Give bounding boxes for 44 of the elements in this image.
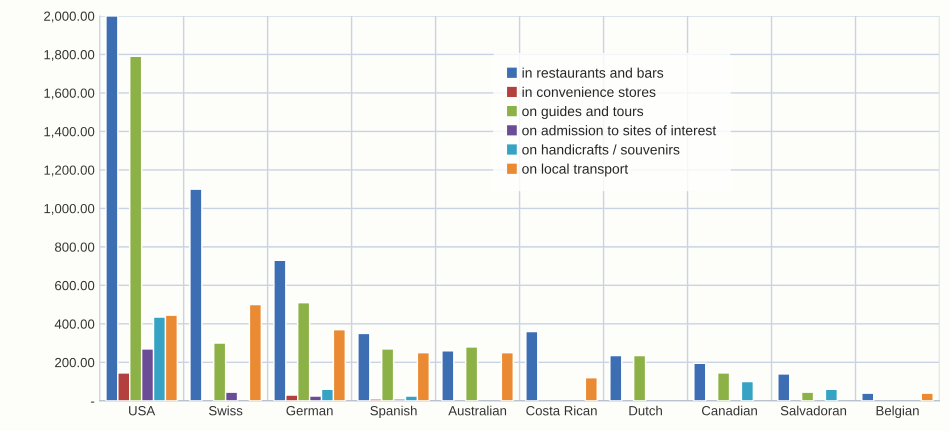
- y-tick-label: 1,200.00: [44, 165, 94, 176]
- y-tick-label: 600.00: [55, 280, 94, 290]
- legend-label: on guides and tours: [522, 106, 644, 119]
- y-tick-label: 1,600.00: [44, 88, 94, 100]
- y-tick-label: 800.00: [55, 242, 94, 252]
- y-tick-label: 1,800.00: [44, 50, 94, 61]
- y-tick-label: 1,400.00: [44, 126, 94, 138]
- legend-label: in convenience stores: [522, 86, 656, 97]
- bar: [920, 392, 934, 401]
- bar: [716, 372, 730, 401]
- x-tick-label: Dutch: [629, 406, 662, 416]
- bar: [609, 354, 622, 401]
- x-tick-label: Australian: [448, 406, 506, 416]
- x-tick-label: USA: [129, 406, 156, 416]
- bar: [824, 388, 838, 401]
- bar: [777, 373, 790, 401]
- y-tick-label: 1,000.00: [44, 204, 94, 215]
- bar: [800, 391, 814, 401]
- legend-label: on local transport: [522, 164, 628, 177]
- y-tick-label: -: [90, 402, 94, 403]
- bar: [693, 362, 706, 401]
- bar: [441, 350, 454, 401]
- bar: [525, 330, 538, 401]
- bar: [584, 377, 598, 401]
- legend-label: on admission to sites of interest: [522, 125, 716, 136]
- x-tick-label: Canadian: [702, 406, 757, 416]
- x-tick-label: Belgian: [876, 406, 919, 418]
- y-tick-label: 200.00: [55, 358, 94, 368]
- x-tick-label: Costa Rican: [526, 406, 597, 416]
- bar: [500, 352, 514, 401]
- y-tick-label: 2,000.00: [44, 12, 94, 22]
- y-tick-label: 400.00: [54, 319, 94, 329]
- bar: [464, 346, 478, 401]
- bar: [740, 380, 754, 401]
- x-tick-label: Swiss: [208, 406, 242, 416]
- x-tick-label: Spanish: [370, 406, 417, 418]
- x-tick-label: Salvadoran: [780, 406, 846, 416]
- bar: [248, 304, 262, 401]
- bar: [861, 392, 874, 401]
- bar: [189, 188, 203, 401]
- legend-label: in restaurants and bars: [522, 68, 664, 78]
- bar: [632, 354, 646, 401]
- legend-label: on handicrafts / souvenirs: [522, 144, 680, 155]
- x-tick-label: German: [286, 406, 333, 416]
